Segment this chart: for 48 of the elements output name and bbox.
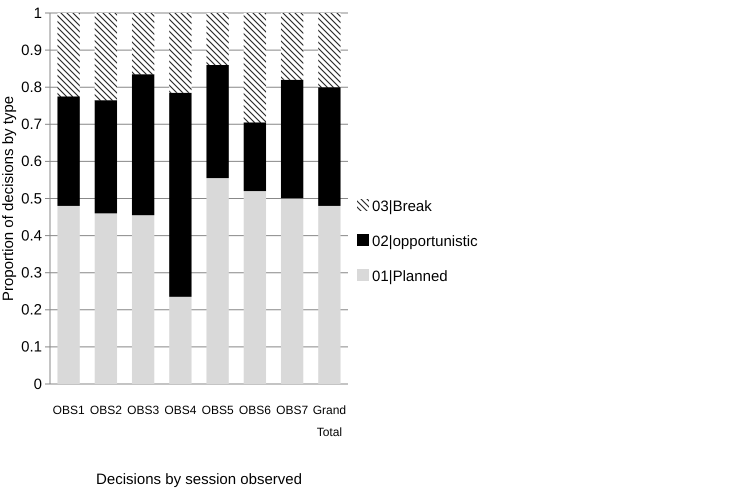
bar [169, 296, 192, 384]
y-tick-label: 0 [34, 376, 42, 393]
bar [244, 191, 266, 384]
bar [206, 13, 229, 65]
y-tick-label: 1 [34, 4, 42, 22]
bar [280, 198, 304, 384]
x-tick-label: OBS1 [52, 403, 85, 417]
bar [169, 92, 192, 297]
y-tick-label: 0.2 [21, 302, 42, 319]
bar [57, 96, 80, 206]
y-tick-label: 0.3 [21, 264, 42, 282]
bar [206, 64, 229, 178]
bar [94, 213, 118, 384]
y-tick-label: 0.5 [21, 190, 42, 208]
x-tick-label: OBS3 [127, 403, 160, 417]
x-axis-title: Decisions by session observed [96, 471, 302, 488]
bar [318, 206, 341, 384]
y-tick-label: 0.8 [21, 79, 42, 96]
y-tick-label: 0.1 [21, 338, 42, 356]
bar [318, 87, 341, 206]
y-tick-label: 0.6 [21, 153, 42, 170]
legend-label: 02|opportunistic [372, 233, 478, 250]
bar [57, 206, 80, 384]
x-tick-label: OBS2 [90, 403, 122, 417]
y-tick-label: 0.4 [21, 227, 42, 244]
x-tick-label: OBS4 [164, 403, 197, 417]
bar [132, 74, 154, 216]
bar [244, 13, 266, 122]
bar [57, 13, 80, 96]
x-tick-label: OBS5 [202, 403, 234, 417]
bar [94, 13, 118, 100]
bar [244, 122, 266, 192]
bar [318, 13, 341, 88]
legend-label: 03|Break [372, 198, 432, 215]
x-tick-label: Grand Total [312, 403, 346, 439]
x-tick-label: OBS7 [276, 403, 308, 417]
y-tick-label: 0.7 [21, 116, 42, 134]
y-tick-label: 0.9 [21, 42, 42, 59]
y-axis-title: Proportion of decisions by type [0, 96, 17, 302]
bar [206, 178, 229, 384]
bar [169, 13, 192, 93]
bar [280, 80, 304, 198]
legend-label: 01|Planned [372, 268, 448, 285]
bar [280, 13, 304, 80]
bar [94, 100, 118, 214]
x-tick-label: OBS6 [238, 403, 272, 417]
bar [132, 215, 154, 384]
bar [132, 13, 154, 74]
